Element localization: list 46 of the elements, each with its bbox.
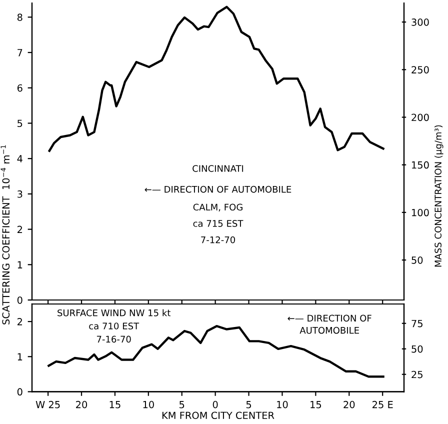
x-axis-title: KM FROM CITY CENTER bbox=[162, 412, 274, 420]
annotation: CALM, FOG bbox=[193, 204, 242, 212]
x-tick-label: 20 bbox=[76, 400, 88, 408]
y-axis-title: SCATTERING COEFFICIENT 10$^{−4}$ m$^{−1}$ bbox=[0, 145, 10, 324]
x-tick-label: 15 bbox=[310, 401, 322, 408]
annotation: SURFACE WIND NW 15 kt bbox=[58, 309, 170, 316]
y-tick-label: 1 bbox=[18, 261, 22, 268]
y-tick-label: 4 bbox=[17, 155, 22, 162]
line-series bbox=[48, 324, 384, 378]
y-tick-label: 1 bbox=[18, 353, 22, 360]
y-tick-label: 6 bbox=[17, 84, 22, 92]
y-tick-label: 7 bbox=[18, 49, 22, 56]
y2-tick-label: 75 bbox=[412, 320, 422, 328]
y2-tick-label: 100 bbox=[412, 208, 429, 216]
y2-tick-label: 300 bbox=[412, 18, 429, 26]
x-tick-label: 20 bbox=[344, 400, 355, 408]
y-tick-label: 2 bbox=[18, 226, 22, 233]
line-series bbox=[48, 6, 384, 152]
x-tick-label: 15 bbox=[110, 401, 120, 408]
annotation: 7-12-70 bbox=[201, 236, 236, 244]
x-tick-label: 10 bbox=[277, 400, 288, 408]
x-tick-label: W 25 bbox=[36, 400, 60, 408]
y-tick-label: 3 bbox=[18, 190, 22, 198]
x-tick-label: 25 E bbox=[372, 400, 393, 408]
y-tick-label: 0 bbox=[17, 296, 22, 304]
annotation: ←— DIRECTION OF AUTOMOBILE bbox=[144, 186, 292, 193]
x-tick-label: 5 bbox=[246, 401, 252, 408]
annotation: CINCINNATI bbox=[192, 165, 244, 172]
y2-axis-title: MASS CONCENTRATION (μg/m³) bbox=[434, 125, 444, 267]
annotation: ca 710 EST bbox=[89, 322, 140, 330]
y2-tick-label: 200 bbox=[412, 114, 429, 122]
y2-tick-label: 25 bbox=[412, 370, 422, 378]
y-tick-label: 2 bbox=[18, 318, 22, 326]
y2-tick-label: 250 bbox=[412, 66, 429, 74]
y2-tick-label: 150 bbox=[412, 161, 429, 169]
annotation: ←— DIRECTION OF AUTOMOBILE bbox=[288, 314, 372, 334]
x-tick-label: 5 bbox=[180, 401, 184, 408]
annotation: ca 715 EST bbox=[193, 220, 244, 227]
y2-tick-label: 50 bbox=[412, 256, 423, 264]
x-tick-label: 0 bbox=[212, 400, 218, 408]
x-tick-label: 10 bbox=[143, 400, 154, 408]
y-tick-label: 5 bbox=[18, 120, 22, 128]
y2-tick-label: 50 bbox=[412, 345, 423, 353]
y-tick-label: 8 bbox=[17, 14, 22, 21]
y-tick-label: 0 bbox=[17, 388, 22, 396]
annotation: 7-16-70 bbox=[96, 336, 131, 343]
